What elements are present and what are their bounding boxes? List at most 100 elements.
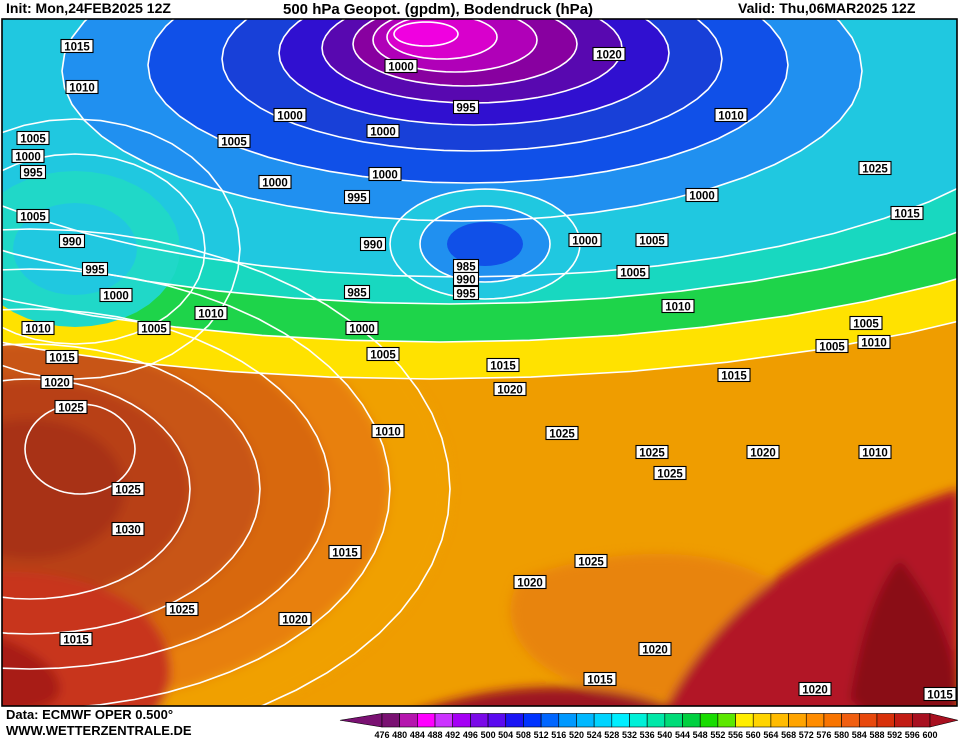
- svg-text:995: 995: [456, 102, 476, 114]
- svg-text:512: 512: [534, 730, 549, 740]
- svg-text:1025: 1025: [115, 484, 141, 496]
- svg-text:552: 552: [710, 730, 725, 740]
- svg-text:WWW.WETTERZENTRALE.DE: WWW.WETTERZENTRALE.DE: [6, 723, 192, 738]
- svg-text:1015: 1015: [587, 674, 613, 686]
- svg-text:580: 580: [834, 730, 849, 740]
- svg-text:488: 488: [427, 730, 442, 740]
- svg-text:596: 596: [905, 730, 920, 740]
- svg-text:1030: 1030: [115, 524, 141, 536]
- svg-text:1000: 1000: [262, 177, 288, 189]
- svg-text:985: 985: [456, 261, 476, 273]
- svg-text:492: 492: [445, 730, 460, 740]
- svg-text:1005: 1005: [141, 323, 167, 335]
- svg-text:560: 560: [746, 730, 761, 740]
- svg-text:1020: 1020: [750, 447, 776, 459]
- svg-text:1025: 1025: [169, 604, 195, 616]
- svg-text:1025: 1025: [862, 163, 888, 175]
- svg-text:1000: 1000: [15, 151, 41, 163]
- svg-text:600: 600: [922, 730, 937, 740]
- svg-text:1005: 1005: [620, 267, 646, 279]
- svg-text:528: 528: [604, 730, 619, 740]
- svg-text:1000: 1000: [689, 190, 715, 202]
- svg-text:1015: 1015: [63, 634, 89, 646]
- svg-text:1015: 1015: [721, 370, 747, 382]
- svg-text:1000: 1000: [349, 323, 375, 335]
- svg-text:576: 576: [816, 730, 831, 740]
- svg-text:1025: 1025: [657, 468, 683, 480]
- svg-text:Data: ECMWF OPER 0.500°: Data: ECMWF OPER 0.500°: [6, 707, 173, 722]
- svg-text:564: 564: [763, 730, 778, 740]
- svg-text:1010: 1010: [25, 323, 51, 335]
- svg-text:Init: Mon,24FEB2025 12Z: Init: Mon,24FEB2025 12Z: [6, 0, 171, 16]
- svg-text:516: 516: [551, 730, 566, 740]
- svg-text:1010: 1010: [69, 82, 95, 94]
- svg-text:1000: 1000: [372, 169, 398, 181]
- svg-text:995: 995: [85, 264, 105, 276]
- svg-text:995: 995: [347, 192, 367, 204]
- svg-text:1005: 1005: [853, 318, 879, 330]
- svg-text:1025: 1025: [549, 428, 575, 440]
- svg-text:995: 995: [23, 167, 43, 179]
- svg-text:1005: 1005: [370, 349, 396, 361]
- svg-text:990: 990: [456, 274, 475, 286]
- svg-text:1025: 1025: [58, 402, 84, 414]
- svg-text:548: 548: [693, 730, 708, 740]
- svg-text:568: 568: [781, 730, 796, 740]
- svg-text:524: 524: [587, 730, 602, 740]
- svg-text:1010: 1010: [718, 110, 744, 122]
- svg-text:1020: 1020: [596, 49, 622, 61]
- svg-text:484: 484: [410, 730, 425, 740]
- svg-text:504: 504: [498, 730, 513, 740]
- svg-text:1020: 1020: [802, 684, 828, 696]
- svg-text:500: 500: [481, 730, 496, 740]
- svg-text:985: 985: [347, 287, 367, 299]
- svg-text:584: 584: [852, 730, 867, 740]
- svg-text:1005: 1005: [639, 235, 665, 247]
- svg-text:1010: 1010: [862, 447, 888, 459]
- svg-text:556: 556: [728, 730, 743, 740]
- svg-text:995: 995: [456, 288, 476, 300]
- svg-text:508: 508: [516, 730, 531, 740]
- svg-text:476: 476: [374, 730, 389, 740]
- svg-text:1015: 1015: [49, 352, 75, 364]
- svg-text:1000: 1000: [103, 290, 129, 302]
- svg-text:1015: 1015: [927, 689, 953, 701]
- svg-text:500 hPa Geopot. (gpdm), Bodend: 500 hPa Geopot. (gpdm), Bodendruck (hPa): [283, 1, 593, 18]
- svg-text:1005: 1005: [20, 133, 46, 145]
- svg-text:1020: 1020: [517, 577, 543, 589]
- svg-text:532: 532: [622, 730, 637, 740]
- svg-text:540: 540: [657, 730, 672, 740]
- svg-text:1000: 1000: [277, 110, 303, 122]
- svg-text:1020: 1020: [282, 614, 308, 626]
- svg-text:1000: 1000: [370, 126, 396, 138]
- svg-text:480: 480: [392, 730, 407, 740]
- svg-text:990: 990: [363, 239, 382, 251]
- svg-text:1015: 1015: [894, 208, 920, 220]
- svg-text:1005: 1005: [20, 211, 46, 223]
- svg-text:1005: 1005: [819, 341, 845, 353]
- svg-text:1015: 1015: [332, 547, 358, 559]
- svg-text:990: 990: [62, 236, 81, 248]
- svg-text:Valid: Thu,06MAR2025 12Z: Valid: Thu,06MAR2025 12Z: [738, 0, 916, 16]
- svg-text:1010: 1010: [861, 337, 887, 349]
- svg-text:1010: 1010: [198, 308, 224, 320]
- svg-text:588: 588: [869, 730, 884, 740]
- svg-text:1005: 1005: [221, 136, 247, 148]
- svg-text:1025: 1025: [578, 556, 604, 568]
- svg-text:1000: 1000: [572, 235, 598, 247]
- svg-text:544: 544: [675, 730, 690, 740]
- svg-text:536: 536: [640, 730, 655, 740]
- svg-text:1010: 1010: [375, 426, 401, 438]
- svg-text:592: 592: [887, 730, 902, 740]
- svg-text:520: 520: [569, 730, 584, 740]
- svg-text:572: 572: [799, 730, 814, 740]
- svg-text:1015: 1015: [490, 360, 516, 372]
- svg-text:1025: 1025: [639, 447, 665, 459]
- svg-text:1020: 1020: [642, 644, 668, 656]
- svg-text:1015: 1015: [64, 41, 90, 53]
- svg-text:1000: 1000: [388, 61, 414, 73]
- svg-text:1010: 1010: [665, 301, 691, 313]
- svg-text:1020: 1020: [44, 377, 70, 389]
- svg-text:496: 496: [463, 730, 478, 740]
- svg-text:1020: 1020: [497, 384, 523, 396]
